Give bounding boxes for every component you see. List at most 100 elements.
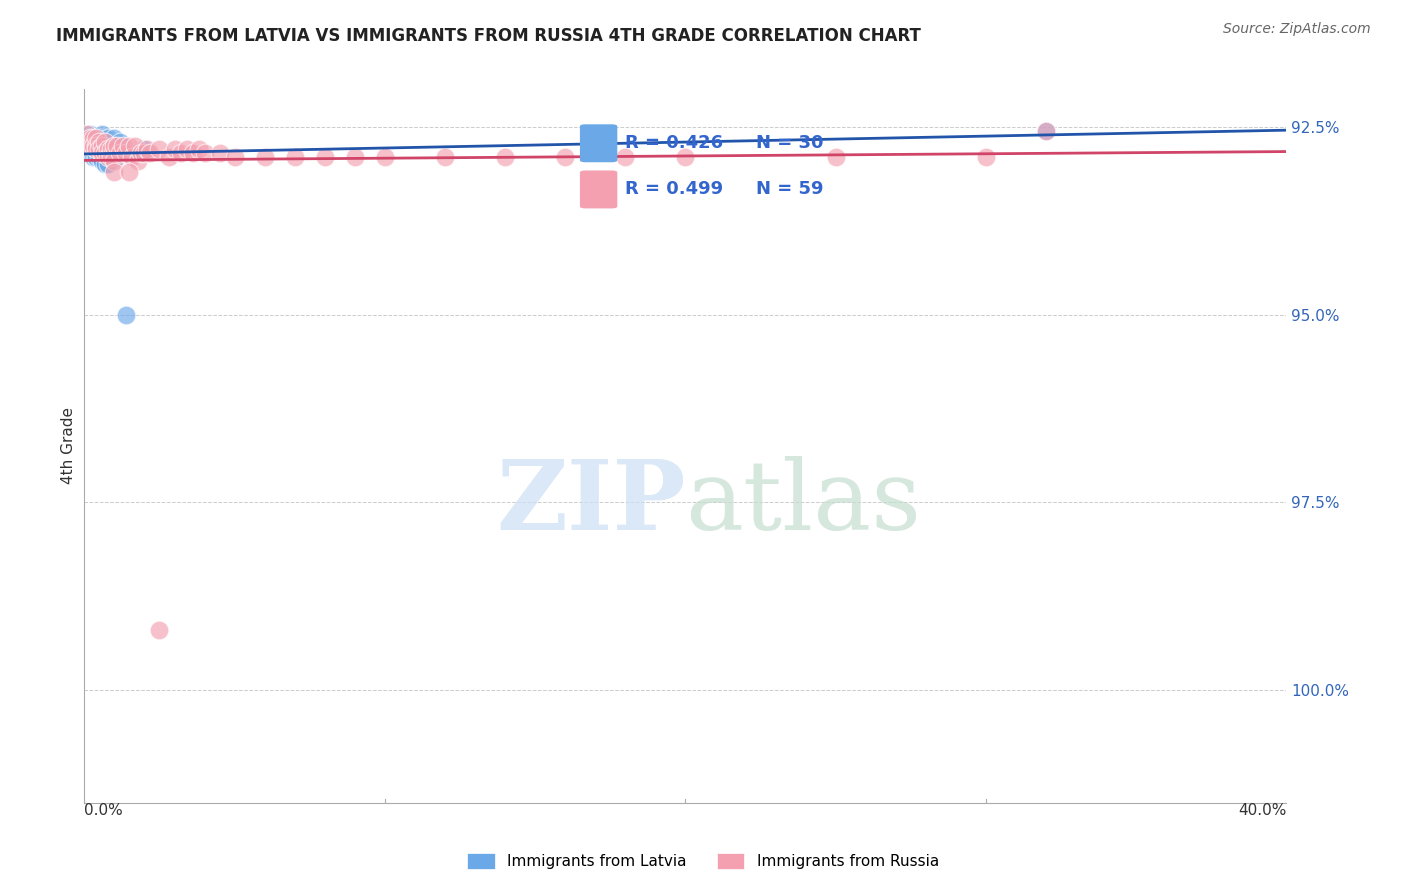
Text: 0.0%: 0.0% [84, 803, 124, 818]
Point [110, 146, 132, 161]
Point [127, 153, 149, 168]
Point [94, 135, 117, 149]
Point [91, 138, 114, 153]
Point [187, 142, 209, 156]
Point [434, 150, 457, 164]
Point [314, 150, 336, 164]
Point [131, 146, 153, 161]
Point [181, 146, 204, 161]
Point [97, 157, 120, 171]
Point [124, 138, 146, 153]
Point [194, 146, 217, 161]
Point [1035, 123, 1057, 137]
Point [89, 135, 111, 149]
Point [86, 150, 108, 164]
Point [134, 142, 156, 156]
Text: 40.0%: 40.0% [1239, 803, 1286, 818]
Point [91, 146, 114, 161]
Point [134, 146, 156, 161]
Point [89, 150, 111, 164]
Point [82, 138, 104, 153]
Point [343, 150, 366, 164]
Point [139, 146, 162, 161]
Point [112, 138, 135, 153]
Point [100, 138, 122, 153]
Point [494, 150, 516, 164]
Point [91, 128, 114, 142]
Point [554, 150, 576, 164]
Point [91, 142, 114, 156]
Point [89, 142, 111, 156]
Point [82, 138, 104, 153]
Point [1035, 123, 1057, 137]
Text: R = 0.499: R = 0.499 [626, 180, 724, 198]
Text: Source: ZipAtlas.com: Source: ZipAtlas.com [1223, 22, 1371, 37]
Point [86, 138, 108, 153]
Point [76, 128, 98, 142]
Point [86, 142, 108, 156]
Point [136, 142, 159, 156]
Point [100, 150, 122, 164]
Point [82, 131, 104, 145]
FancyBboxPatch shape [579, 170, 617, 209]
Point [79, 128, 101, 142]
Point [86, 131, 108, 145]
Point [94, 135, 117, 149]
Point [107, 150, 129, 164]
Point [169, 146, 191, 161]
Point [86, 138, 108, 153]
Text: ZIP: ZIP [496, 456, 686, 550]
Point [76, 135, 98, 149]
Point [121, 150, 143, 164]
Point [224, 150, 246, 164]
Point [107, 138, 129, 153]
Point [86, 131, 108, 145]
Point [89, 142, 111, 156]
Point [103, 131, 125, 145]
Point [115, 146, 138, 161]
Point [148, 142, 170, 156]
Point [118, 138, 141, 153]
Point [82, 150, 104, 164]
Point [157, 150, 180, 164]
Point [94, 142, 117, 156]
Point [253, 150, 276, 164]
Text: IMMIGRANTS FROM LATVIA VS IMMIGRANTS FROM RUSSIA 4TH GRADE CORRELATION CHART: IMMIGRANTS FROM LATVIA VS IMMIGRANTS FRO… [56, 27, 921, 45]
Point [79, 138, 101, 153]
Point [374, 150, 396, 164]
Point [163, 142, 186, 156]
Point [94, 146, 117, 161]
Point [79, 131, 101, 145]
Point [97, 150, 120, 164]
Point [97, 131, 120, 145]
Point [110, 135, 132, 149]
Point [103, 165, 125, 179]
Point [148, 623, 170, 637]
Point [82, 135, 104, 149]
Point [118, 165, 141, 179]
Text: N = 59: N = 59 [756, 180, 824, 198]
Point [100, 146, 122, 161]
Text: atlas: atlas [686, 456, 921, 550]
FancyBboxPatch shape [579, 124, 617, 162]
Point [675, 150, 697, 164]
Point [103, 153, 125, 168]
Point [89, 135, 111, 149]
Text: N = 30: N = 30 [756, 135, 824, 153]
Point [97, 142, 120, 156]
Legend: Immigrants from Latvia, Immigrants from Russia: Immigrants from Latvia, Immigrants from … [461, 847, 945, 875]
Point [284, 150, 307, 164]
Point [76, 131, 98, 145]
Point [103, 138, 125, 153]
Point [103, 146, 125, 161]
Point [100, 142, 122, 156]
Point [208, 146, 231, 161]
Y-axis label: 4th Grade: 4th Grade [60, 408, 76, 484]
Text: R = 0.426: R = 0.426 [626, 135, 724, 153]
Point [91, 153, 114, 168]
Point [614, 150, 637, 164]
Point [824, 150, 846, 164]
Point [176, 142, 198, 156]
Point [115, 308, 138, 322]
Point [97, 146, 120, 161]
